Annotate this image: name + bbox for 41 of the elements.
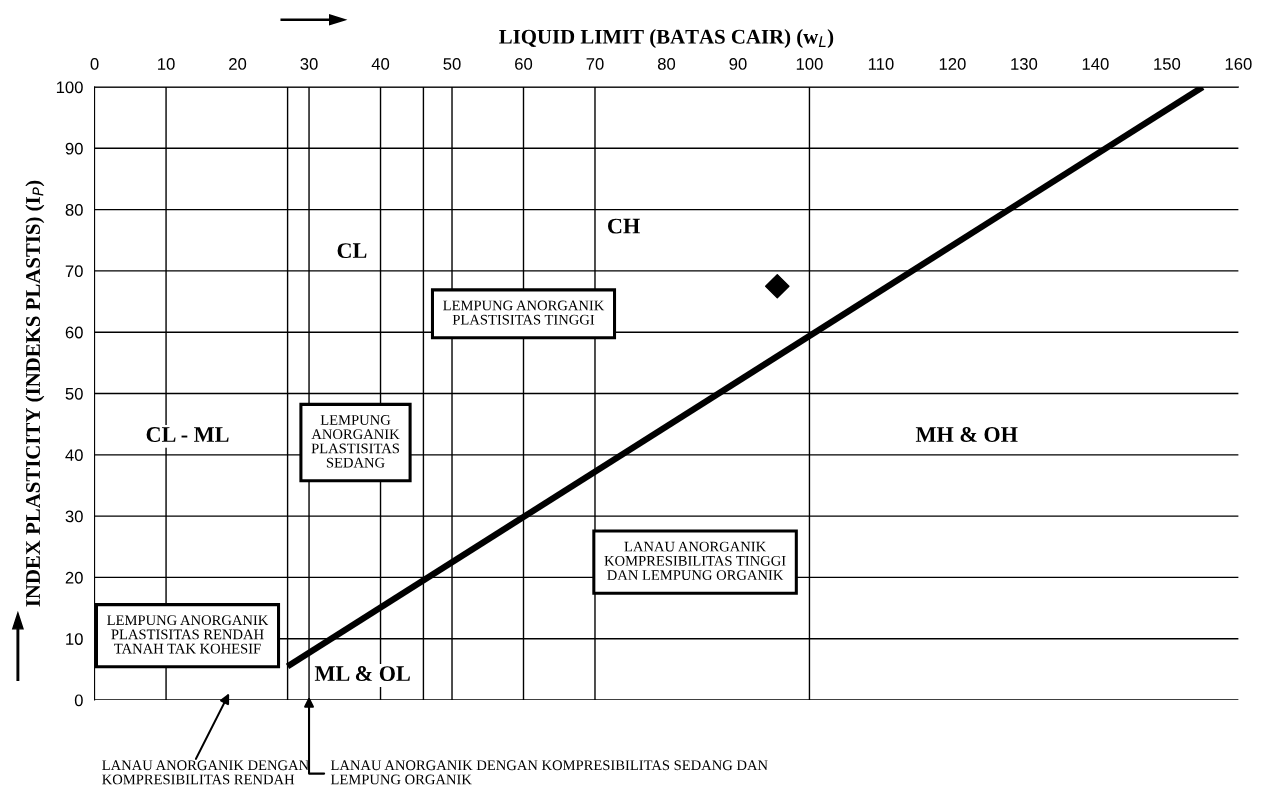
x-axis-title: LIQUID LIMIT (BATAS CAIR) (w$_{L}$) [499,29,834,49]
annotation: CL [337,243,367,259]
x-tick-label: 120 [939,58,966,70]
text: LANAU ANORGANIK DENGAN KOMPRESIBILITAS SEDANG DAN LEMPUNG ORGANIK [330,760,768,785]
y-tick-label: 70 [65,265,83,278]
annotation: LEMPUNG ANORGANIK PLASTISITAS TINGGI [443,300,605,325]
annotation: LANAU ANORGANIK KOMPRESIBILITAS TINGGI DAN LEMPUNG ORGANIK [604,541,786,580]
y-tick-label: 20 [65,571,83,584]
annotation: LEMPUNG ANORGANIK PLASTISITAS SEDANG [311,415,400,468]
x-tick-label: 20 [229,58,247,70]
y-tick-label: 60 [65,326,83,339]
x-tick-label: 30 [300,58,318,70]
y-tick-label: 100 [56,81,83,94]
y-tick-label: 30 [65,510,83,523]
x-tick-label: 150 [1154,58,1181,70]
y-tick-label: 50 [65,387,83,400]
y-tick-label: 90 [65,142,83,155]
annotation: MH & OH [915,427,1018,442]
x-tick-label: 70 [586,58,604,70]
x-tick-label: 140 [1082,58,1109,70]
x-tick-label: 110 [868,58,894,70]
x-tick-label: 10 [158,58,175,70]
x-tick-label: 50 [443,58,461,70]
y-tick-label: 40 [65,449,83,462]
y-tick-label: 0 [74,694,83,707]
x-tick-label: 60 [515,58,533,70]
y-tick-label: 80 [65,204,83,216]
x-tick-label: 0 [90,58,99,70]
annotation: CL - ML [146,427,229,442]
annotation: CH [608,218,640,234]
x-tick-label: 130 [1011,58,1038,70]
x-tick-label: 80 [657,58,676,70]
annotation: ML & OL [314,666,410,682]
x-tick-label: 100 [796,58,823,70]
x-tick-label: 90 [729,58,747,70]
x-tick-label: 40 [371,58,390,70]
y-axis-title: INDEX PLASTICITY (INDEKS PLASTIS) (I$_{P}$) [25,180,45,607]
text: LANAU ANORGANIK DENGAN KOMPRESIBILITAS RENDAH [102,760,309,785]
annotation: LEMPUNG ANORGANIK PLASTISITAS RENDAH TANAH TAK KOHESIF [107,615,269,654]
y-tick-label: 10 [66,633,83,645]
x-tick-label: 160 [1225,58,1252,70]
